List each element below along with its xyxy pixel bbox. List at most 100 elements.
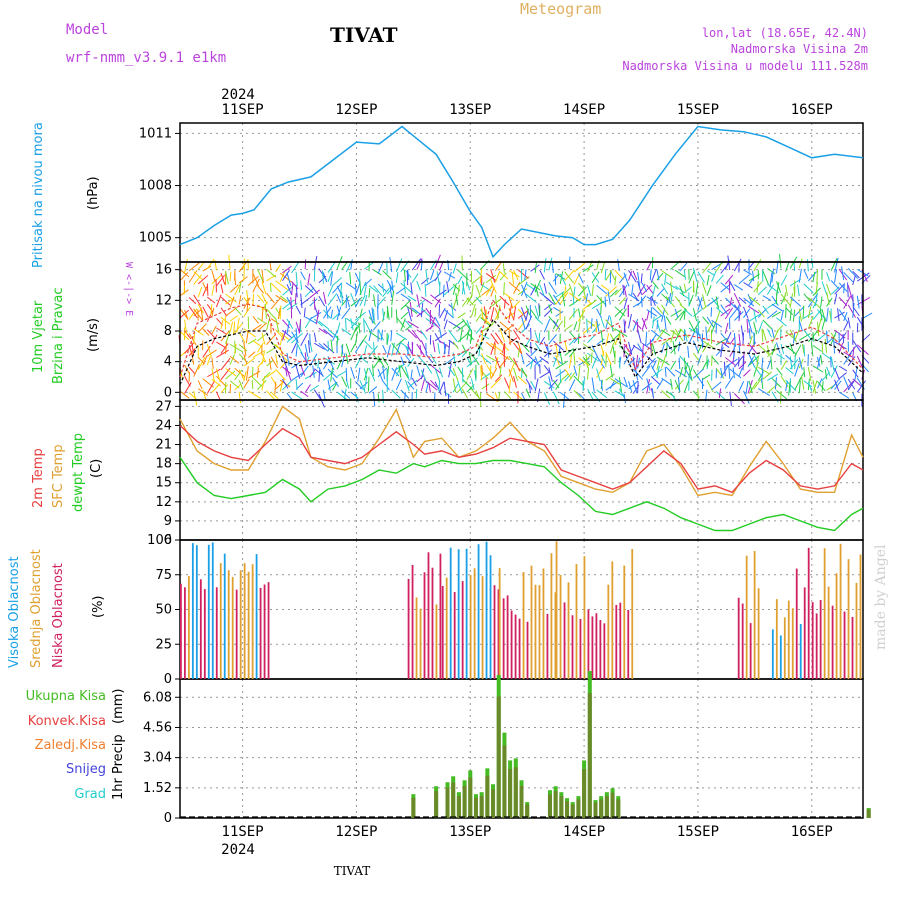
top-year-label: 2024 <box>221 87 255 103</box>
wind-barb <box>632 318 639 331</box>
wind-barb <box>461 388 468 399</box>
wind-barb <box>670 329 681 338</box>
wind-barb <box>582 302 592 310</box>
wind-barb <box>382 380 390 391</box>
wind-barb <box>252 349 266 358</box>
wind-barb <box>286 353 290 366</box>
wind-barb <box>407 320 419 329</box>
cloud-bar <box>502 598 505 679</box>
wind-barb <box>724 307 734 320</box>
wind-barb <box>350 343 356 353</box>
wind-barb <box>753 309 757 323</box>
wind-barb <box>419 344 422 355</box>
wind-barb <box>661 304 669 316</box>
wind-barb <box>282 265 292 274</box>
wind-barb <box>377 262 384 274</box>
wind-barb <box>656 358 661 371</box>
cloud-bar <box>771 629 774 679</box>
wind-barb <box>404 379 410 392</box>
wind-barb <box>646 378 650 394</box>
wind-barb <box>229 355 240 364</box>
ytick-label: 27 <box>155 399 172 414</box>
wind-barb <box>538 332 541 344</box>
wind-barb <box>747 318 753 334</box>
wind-barb <box>641 296 643 308</box>
wind-barb <box>618 388 625 398</box>
cloud-bar <box>859 554 862 679</box>
cloud-bar <box>587 609 590 679</box>
wind-barb <box>386 344 391 358</box>
wind-barb <box>184 259 188 274</box>
wind-barb <box>706 274 710 286</box>
wind-barb <box>812 309 822 321</box>
wind-barb <box>304 356 310 366</box>
wind-barb <box>697 354 702 365</box>
wind-barb <box>679 303 688 311</box>
wind-barb <box>812 365 824 373</box>
ytick-label: 15 <box>155 476 172 491</box>
wind-barb <box>762 295 772 301</box>
wind-barb <box>275 280 288 291</box>
wind-barb <box>429 269 435 281</box>
wind-barb <box>461 344 467 354</box>
wind-barb <box>715 296 719 310</box>
ytick-label: 18 <box>155 457 172 472</box>
wind-barb <box>193 274 202 285</box>
precip-ylabel: 1hr Precip <box>111 734 126 800</box>
wind-barb <box>436 271 441 286</box>
precip-conv-bar <box>479 796 484 818</box>
wind-barb <box>525 293 537 303</box>
wind-barb <box>812 332 815 342</box>
wind-barb <box>733 293 742 307</box>
wind-barb <box>411 329 422 343</box>
wind-barb <box>318 367 324 378</box>
wind-barb <box>270 297 282 310</box>
wind-barb <box>429 316 436 330</box>
wind-barb <box>702 340 716 350</box>
wind-barb <box>443 308 455 319</box>
wind-barb <box>377 393 380 403</box>
wind-barb <box>252 293 255 306</box>
wind-barb <box>539 371 551 379</box>
wind-barb <box>266 347 275 354</box>
wind-barb <box>762 305 769 314</box>
wind-barb <box>341 390 351 399</box>
wind-barb <box>494 356 499 369</box>
wind-barb <box>341 307 351 320</box>
precip-conv-bar <box>610 792 615 818</box>
wind-barb <box>552 380 560 389</box>
wind-barb <box>411 273 419 283</box>
wind-barb <box>692 340 700 354</box>
wind-barb <box>286 302 298 311</box>
wind-barb <box>738 381 745 392</box>
wind-barb <box>377 328 385 341</box>
wind-barb <box>573 271 581 286</box>
wind-barb <box>391 290 395 306</box>
wind-barb <box>521 367 528 378</box>
wind-barb <box>206 380 216 394</box>
wind-barb <box>843 321 849 331</box>
wind-barb <box>706 316 715 329</box>
wind-barb <box>785 354 794 363</box>
wind-barb <box>247 351 256 358</box>
wind-barb <box>420 303 424 318</box>
wind-barb <box>819 306 823 321</box>
cloud-bar <box>203 589 206 679</box>
wind-barb <box>734 284 744 291</box>
wind-barb <box>238 392 242 404</box>
wind-barb <box>197 275 209 285</box>
wind-barb <box>325 305 329 319</box>
wind-barb <box>389 284 393 298</box>
wind-barb <box>596 368 601 382</box>
wind-barb <box>179 272 189 282</box>
wind-barb <box>672 341 676 355</box>
wind-barb <box>503 377 510 390</box>
wind-barb <box>430 353 437 364</box>
wind-barb <box>275 307 281 317</box>
ytick-label: 21 <box>155 438 172 453</box>
wind-barb <box>368 386 378 394</box>
wind-barb <box>197 286 203 298</box>
wind-barb <box>234 340 237 354</box>
wind-barb <box>780 293 791 307</box>
wind-barb <box>789 293 794 309</box>
